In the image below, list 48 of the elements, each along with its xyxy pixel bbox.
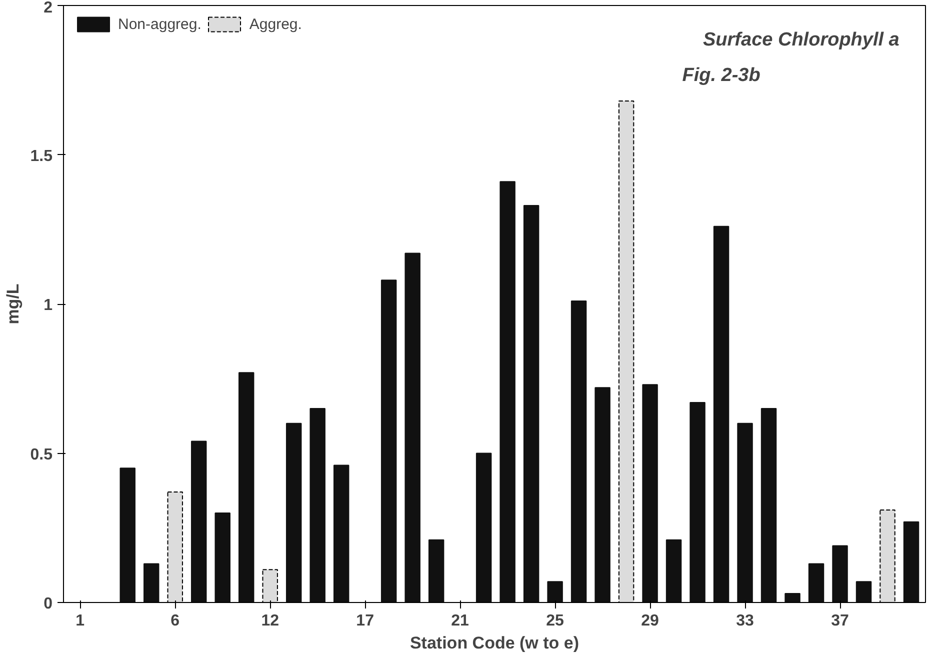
bar <box>666 539 682 602</box>
x-tick-label: 29 <box>641 612 660 630</box>
bar <box>310 408 326 602</box>
bar <box>380 280 397 602</box>
legend-label: Non-aggreg. <box>118 16 202 32</box>
bar <box>784 593 800 602</box>
y-tick-label: 1.5 <box>30 148 53 165</box>
bar <box>476 452 492 602</box>
x-tick-label: 1 <box>76 612 85 630</box>
bar <box>428 539 444 602</box>
bar <box>570 300 587 602</box>
x-tick-label: 17 <box>356 612 374 630</box>
legend-label: Aggreg. <box>249 16 302 32</box>
bar <box>594 387 610 602</box>
x-axis-title: Station Code (w to e) <box>410 634 580 652</box>
x-tick-label: 21 <box>451 612 470 630</box>
x-tick-label: 25 <box>546 612 564 630</box>
x-tick-label: 6 <box>170 612 180 630</box>
bar <box>547 581 563 602</box>
y-tick-label: 0 <box>44 596 53 612</box>
bar <box>642 384 658 602</box>
bar <box>523 204 540 602</box>
bar <box>238 372 254 602</box>
bar <box>404 252 420 602</box>
bar <box>760 408 777 602</box>
y-tick-label: 2 <box>44 0 53 16</box>
bar <box>144 563 160 602</box>
bar <box>856 581 872 602</box>
bar <box>286 422 302 602</box>
bar <box>190 440 207 602</box>
y-axis-title: mg/L <box>3 284 22 324</box>
text: Fig. 2-3b <box>682 65 761 86</box>
bar <box>903 521 920 602</box>
y-tick-label: 0.5 <box>30 446 53 464</box>
y-tick-label: 1 <box>44 297 53 314</box>
bar <box>333 464 350 602</box>
bar <box>832 545 848 602</box>
bar <box>500 181 516 602</box>
bar <box>690 402 706 602</box>
bar <box>120 468 136 602</box>
bar <box>808 563 824 602</box>
x-tick-label: 37 <box>831 612 850 630</box>
bar <box>214 512 230 602</box>
text: Surface Chlorophyll a <box>703 29 900 50</box>
bar <box>713 226 730 602</box>
x-tick-label: 33 <box>736 612 754 630</box>
bar <box>737 422 753 602</box>
x-tick-label: 12 <box>261 612 280 630</box>
